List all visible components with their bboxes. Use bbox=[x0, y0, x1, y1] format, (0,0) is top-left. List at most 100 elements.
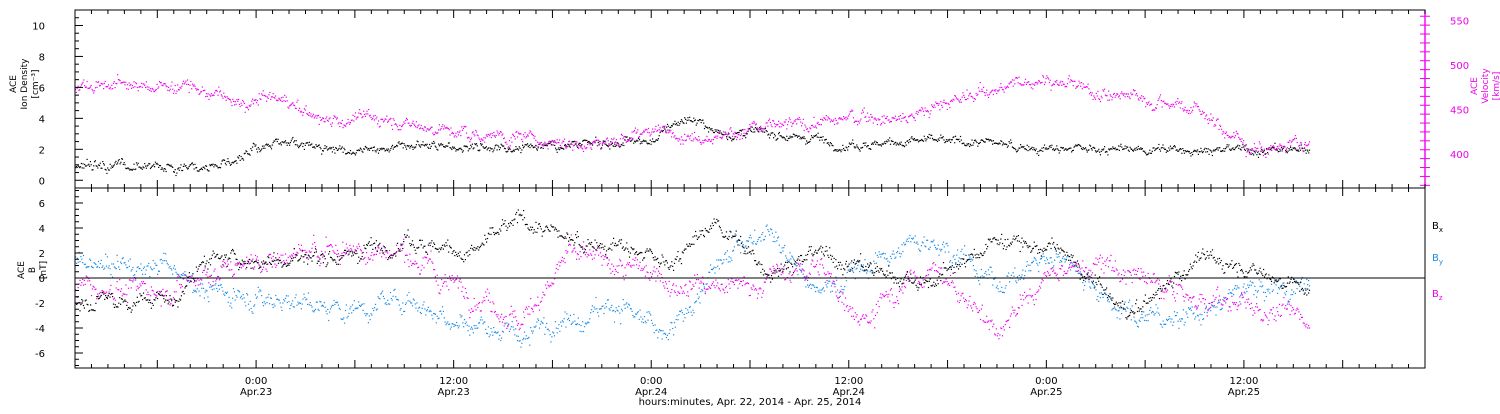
bz-point bbox=[504, 323, 506, 325]
ion-density-point bbox=[1012, 147, 1014, 149]
bz-point bbox=[576, 258, 578, 260]
velocity-point bbox=[168, 90, 170, 92]
ion-density-point bbox=[307, 142, 309, 144]
ion-density-point bbox=[112, 165, 115, 167]
by-point bbox=[256, 296, 258, 298]
ion-density-point bbox=[1248, 148, 1250, 150]
velocity-point bbox=[345, 123, 347, 125]
velocity-point bbox=[303, 111, 305, 114]
velocity-point bbox=[85, 86, 87, 88]
velocity-point bbox=[166, 86, 168, 88]
ion-density-point bbox=[426, 143, 428, 145]
bz-point bbox=[403, 238, 405, 240]
velocity-point bbox=[647, 131, 649, 133]
velocity-point bbox=[935, 101, 937, 103]
velocity-point bbox=[1085, 86, 1088, 88]
velocity-point bbox=[1155, 107, 1157, 109]
velocity-point bbox=[1047, 77, 1049, 79]
by-point bbox=[373, 310, 375, 312]
by-point bbox=[326, 313, 328, 315]
velocity-point bbox=[727, 132, 729, 134]
ion-density-point bbox=[1096, 150, 1098, 152]
ion-density-point bbox=[112, 166, 114, 168]
ion-density-point bbox=[1156, 147, 1158, 149]
by-point bbox=[137, 266, 139, 268]
velocity-point bbox=[1008, 83, 1010, 85]
ion-density-point bbox=[987, 138, 990, 140]
ion-density-point bbox=[81, 167, 83, 169]
by-point bbox=[1016, 276, 1019, 278]
velocity-point bbox=[259, 98, 261, 100]
velocity-point bbox=[702, 139, 704, 142]
velocity-point bbox=[455, 132, 457, 134]
by-point bbox=[769, 234, 771, 236]
ion-density-point bbox=[995, 142, 997, 144]
ion-density-point bbox=[1094, 150, 1097, 152]
by-point bbox=[763, 238, 765, 241]
ion-density-point bbox=[675, 123, 677, 126]
by-point bbox=[300, 308, 302, 310]
ion-density-point bbox=[103, 163, 105, 165]
ion-density-point bbox=[1197, 149, 1199, 151]
bz-point bbox=[79, 279, 81, 281]
velocity-point bbox=[328, 118, 330, 120]
ion-density-point bbox=[1091, 149, 1093, 151]
velocity-point bbox=[732, 133, 734, 135]
velocity-point bbox=[768, 118, 771, 120]
ion-density-point bbox=[1067, 148, 1069, 150]
bz-point bbox=[275, 266, 277, 268]
ion-density-point bbox=[649, 139, 651, 141]
bz-point bbox=[284, 253, 287, 255]
by-point bbox=[657, 337, 659, 339]
ion-density-point bbox=[694, 119, 696, 121]
velocity-point bbox=[107, 86, 109, 88]
ion-density-point bbox=[1292, 147, 1294, 149]
ion-density-point bbox=[1180, 148, 1182, 150]
bz-point bbox=[564, 262, 566, 264]
ion-density-point bbox=[795, 134, 797, 136]
ion-density-point bbox=[809, 140, 811, 142]
by-point bbox=[1025, 265, 1027, 267]
velocity-point bbox=[359, 113, 361, 115]
ion-density-point bbox=[190, 164, 192, 166]
bz-point bbox=[83, 279, 85, 281]
ion-density-point bbox=[205, 165, 208, 167]
velocity-point bbox=[494, 135, 496, 137]
velocity-point bbox=[1149, 104, 1151, 106]
ion-density-point bbox=[285, 142, 287, 144]
by-point bbox=[758, 237, 760, 239]
ion-density-point bbox=[635, 140, 637, 142]
velocity-point bbox=[550, 141, 552, 143]
velocity-point bbox=[664, 125, 666, 127]
by-point bbox=[404, 303, 407, 305]
velocity-point bbox=[1189, 112, 1191, 114]
velocity-point bbox=[515, 131, 517, 133]
by-point bbox=[395, 296, 397, 298]
velocity-point bbox=[1284, 146, 1286, 148]
bz-point bbox=[89, 280, 91, 282]
by-point bbox=[309, 302, 311, 304]
ion-density-point bbox=[1153, 147, 1155, 149]
velocity-point bbox=[1235, 130, 1237, 132]
by-point bbox=[1228, 289, 1230, 291]
ion-density-point bbox=[1169, 149, 1171, 151]
velocity-point bbox=[710, 140, 712, 142]
ion-density-point bbox=[757, 130, 759, 132]
ion-density-point bbox=[843, 149, 845, 151]
by-point bbox=[88, 266, 90, 268]
bz-point bbox=[440, 289, 442, 291]
bz-point bbox=[209, 275, 212, 277]
velocity-point bbox=[743, 132, 745, 134]
ion-density-point bbox=[366, 147, 368, 149]
velocity-point bbox=[1073, 80, 1075, 82]
velocity-point bbox=[885, 117, 887, 119]
velocity-point bbox=[1014, 83, 1016, 85]
by-point bbox=[478, 322, 480, 324]
by-point bbox=[182, 272, 184, 274]
velocity-point bbox=[1003, 91, 1005, 93]
ion-density-point bbox=[414, 147, 416, 149]
velocity-point bbox=[676, 138, 678, 140]
velocity-point bbox=[1099, 98, 1101, 101]
ion-density-point bbox=[892, 140, 894, 143]
velocity-point bbox=[699, 141, 701, 143]
